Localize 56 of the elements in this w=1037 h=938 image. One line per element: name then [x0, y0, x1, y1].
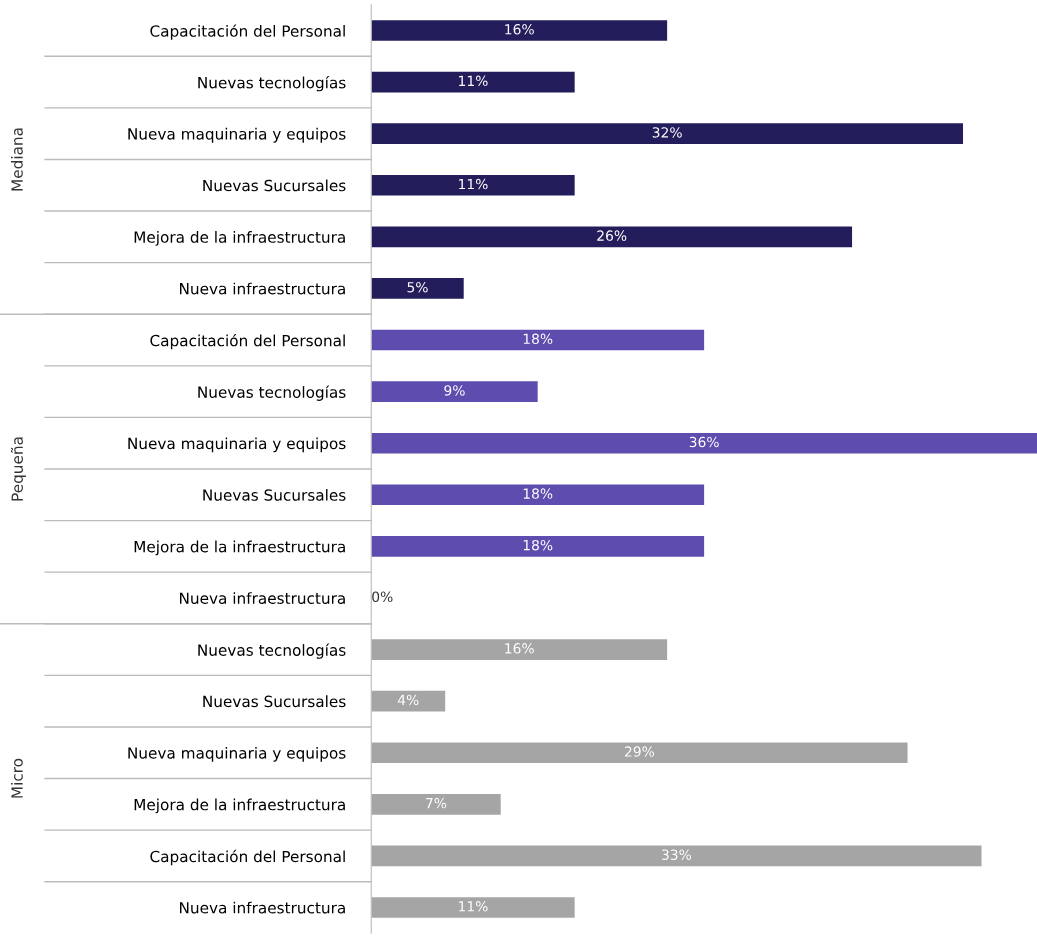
y-tick-label: Mejora de la infraestructura	[134, 798, 345, 814]
bar	[371, 742, 908, 764]
bar	[371, 278, 464, 299]
bar	[371, 174, 575, 196]
data-label: 18%	[523, 488, 553, 499]
y-tick-label: Nuevas Sucursales	[203, 179, 346, 192]
data-label: 33%	[662, 849, 692, 860]
data-label: 26%	[597, 230, 627, 241]
bar	[371, 226, 853, 248]
y-tick-label: Capacitación del Personal	[150, 849, 345, 866]
bar	[371, 845, 982, 867]
text: Mediana	[11, 128, 23, 191]
bar	[371, 536, 705, 557]
data-label: 29%	[624, 746, 655, 757]
bar	[371, 484, 705, 506]
y-tick-label: Nuevas tecnologías	[198, 643, 346, 659]
y-tick-label: Nuevas Sucursales	[203, 695, 346, 708]
y-tick-label: Nueva infraestructura	[180, 901, 345, 914]
bar	[371, 329, 705, 351]
data-label: 16%	[505, 24, 534, 35]
data-label: 18%	[523, 333, 553, 345]
bar	[371, 690, 446, 712]
data-label: 11%	[459, 178, 488, 190]
y-tick-label: Mejora de la infraestructura	[134, 540, 345, 556]
bar	[371, 381, 538, 402]
y-tick-label: Nueva maquinaria y equipos	[128, 437, 346, 453]
y-tick-label: Nueva infraestructura	[180, 282, 345, 295]
y-tick-label: Mejora de la infraestructura	[134, 231, 345, 246]
data-label: 18%	[523, 539, 553, 551]
data-label: 7%	[426, 797, 447, 809]
bar	[371, 432, 1037, 454]
y-tick-label: Nueva maquinaria y equipos	[128, 746, 346, 762]
y-tick-label: Nuevas Sucursales	[203, 488, 346, 501]
data-label: 11%	[459, 901, 488, 912]
y-tick-label: Capacitación del Personal	[150, 24, 345, 40]
data-label: 5%	[407, 281, 428, 293]
bar	[371, 71, 575, 93]
data-label: 0%	[372, 591, 393, 602]
bar	[371, 794, 501, 815]
y-tick-label: Nuevas tecnologías	[198, 75, 346, 92]
bar	[371, 20, 668, 41]
data-label: 9%	[444, 385, 465, 396]
bar	[371, 897, 575, 918]
text: Pequeña	[10, 437, 26, 501]
data-label: 4%	[397, 694, 419, 706]
data-label: 32%	[652, 127, 682, 138]
y-tick-label: Nueva maquinaria y equipos	[128, 127, 346, 143]
y-tick-label: Nueva infraestructura	[180, 592, 345, 604]
data-label: 16%	[505, 643, 534, 654]
bar	[371, 639, 668, 660]
bar	[371, 123, 964, 144]
y-tick-label: Nuevas tecnologías	[198, 385, 346, 401]
text: Micro	[11, 758, 23, 798]
data-label: 11%	[459, 75, 488, 87]
y-tick-label: Capacitación del Personal	[150, 333, 345, 350]
data-label: 36%	[689, 436, 719, 448]
